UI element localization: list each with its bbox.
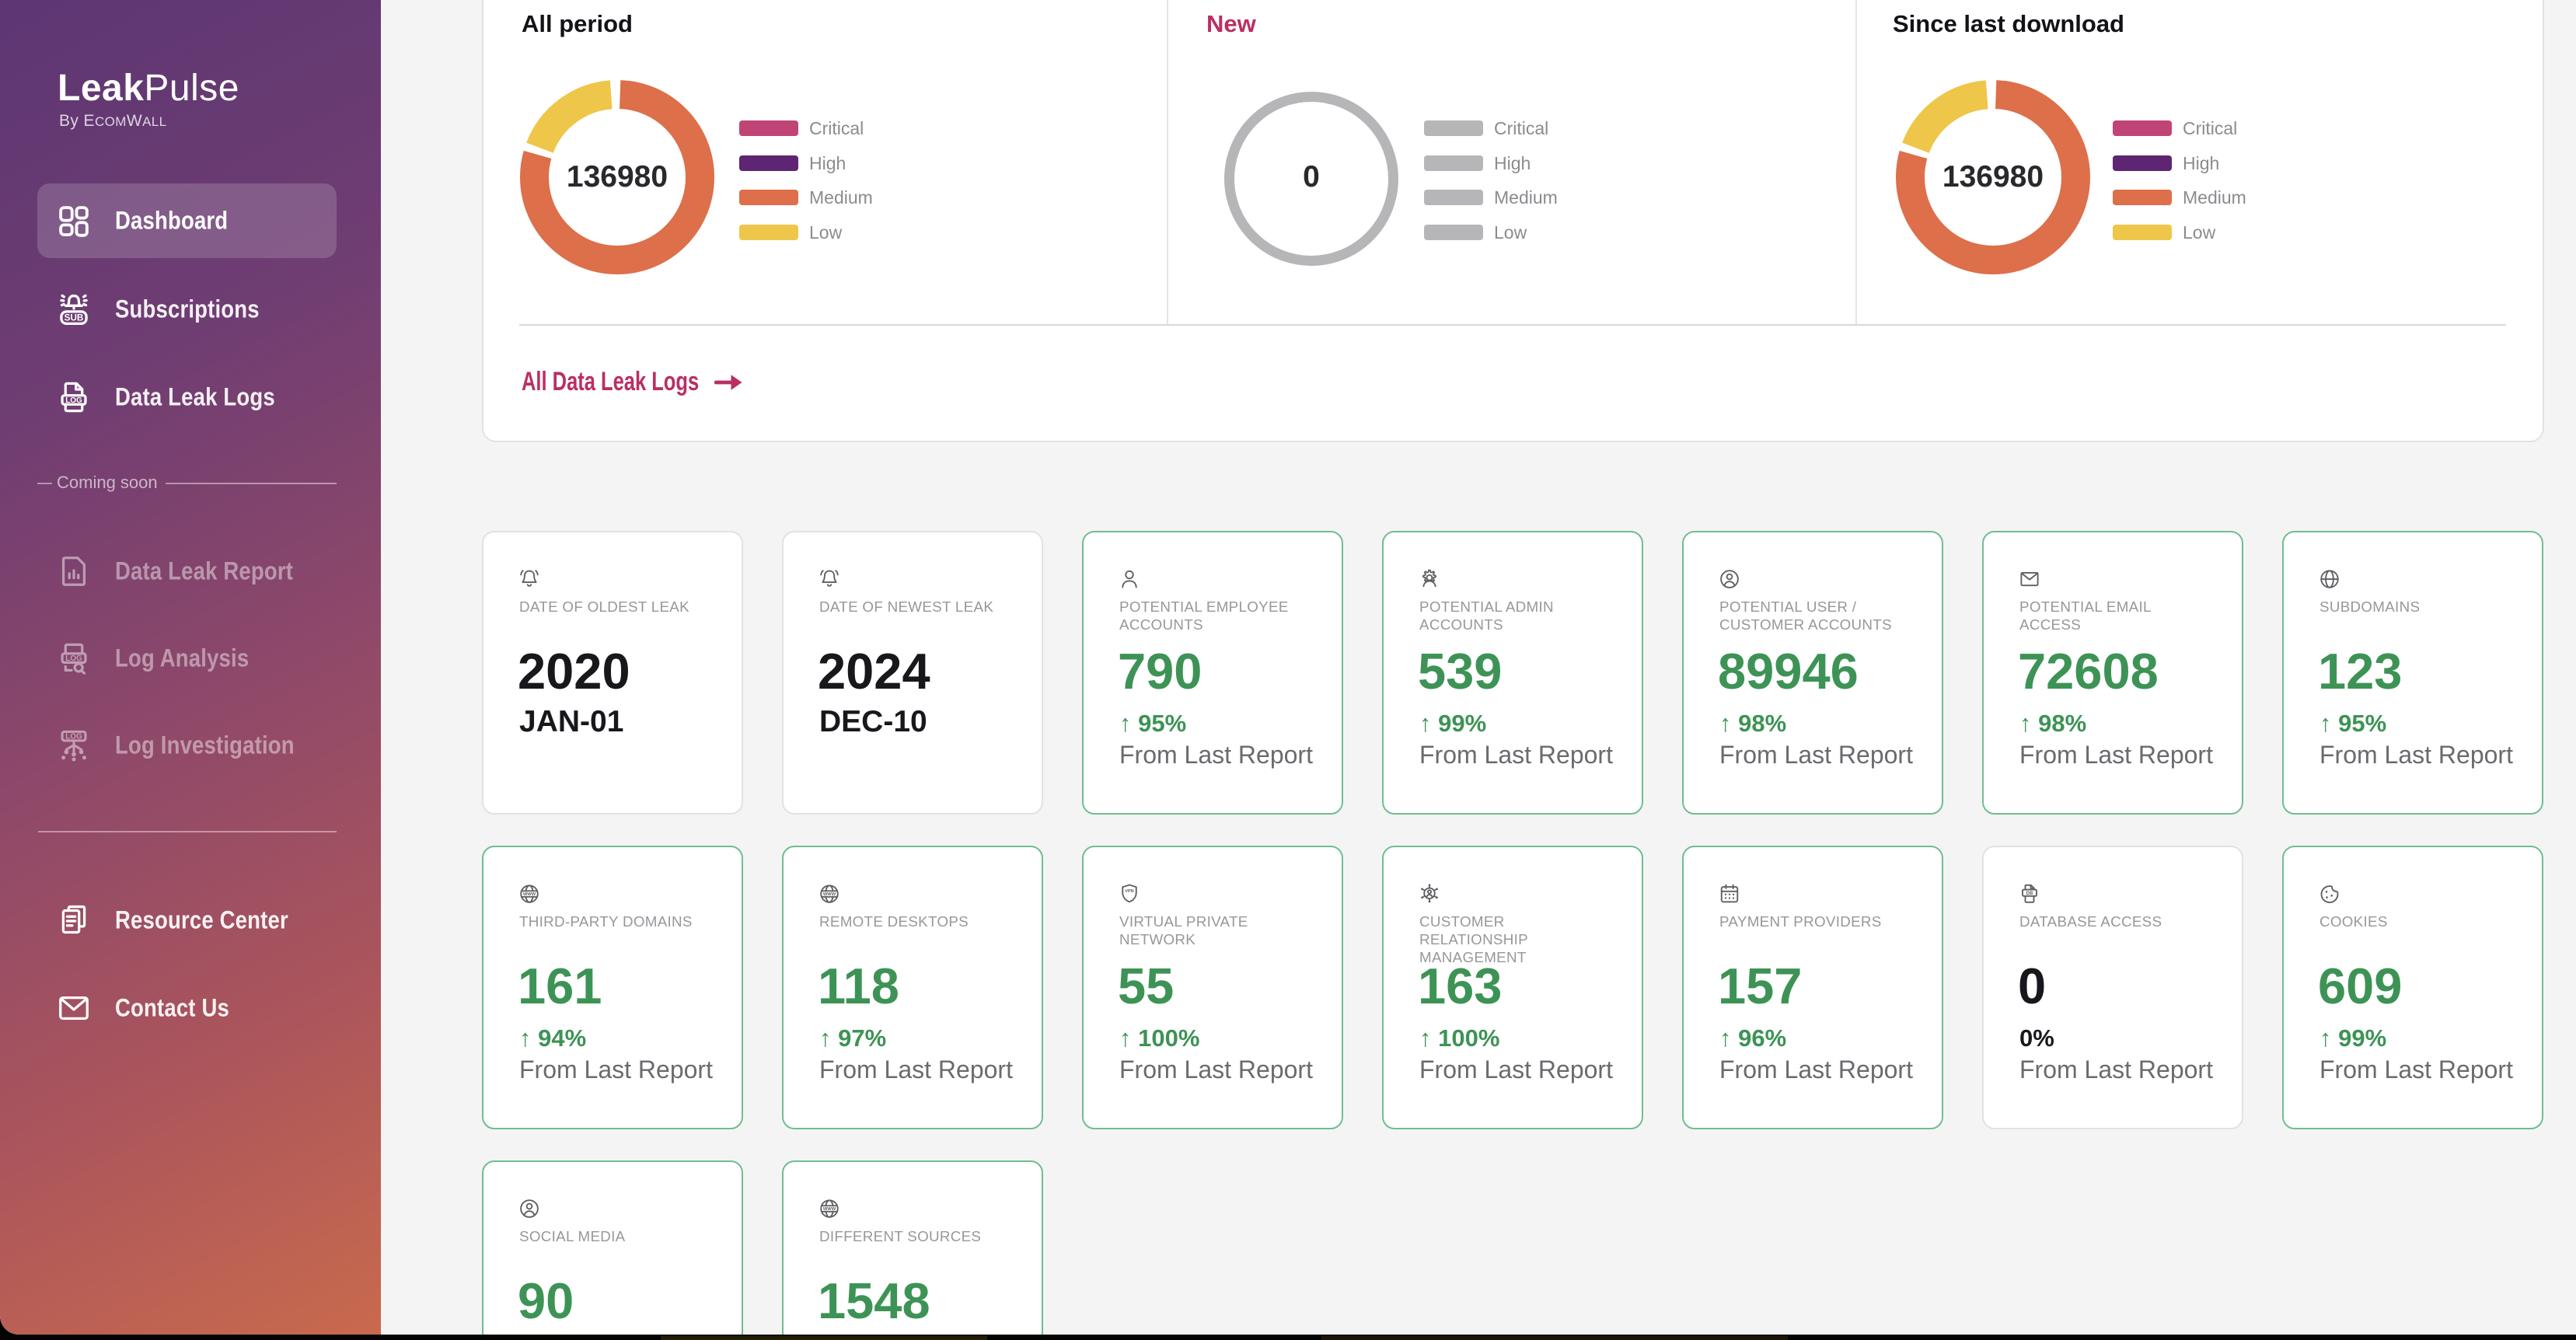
svg-text:LOG: LOG <box>65 733 82 742</box>
svg-text:LOG: LOG <box>65 654 82 663</box>
svg-text:VPN: VPN <box>1125 889 1133 894</box>
svg-text:SUB: SUB <box>65 313 84 323</box>
svg-text:WWW: WWW <box>823 1207 836 1212</box>
svg-text:DB: DB <box>2026 892 2033 896</box>
svg-text:WWW: WWW <box>823 892 836 897</box>
svg-text:LOG: LOG <box>65 396 82 405</box>
svg-text:WWW: WWW <box>523 892 536 897</box>
